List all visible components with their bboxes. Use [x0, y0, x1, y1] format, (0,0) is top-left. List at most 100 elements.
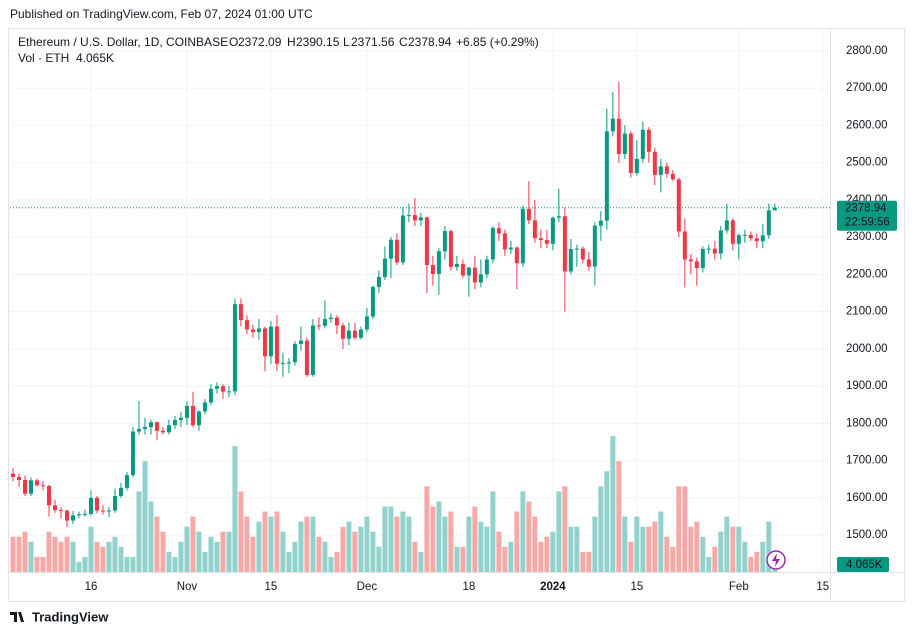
- candle-body: [364, 316, 369, 330]
- x-tick-label: Feb: [729, 581, 749, 593]
- candle-body: [328, 317, 333, 320]
- candle-body: [574, 248, 579, 250]
- volume-bar: [454, 546, 460, 572]
- volume-bar: [28, 541, 34, 572]
- candle-body: [28, 480, 33, 494]
- volume-bar: [724, 516, 730, 572]
- candle-body: [580, 248, 585, 260]
- volume-bar: [442, 516, 448, 572]
- candle-body: [142, 427, 147, 429]
- volume-bar: [364, 516, 370, 572]
- volume-bar: [460, 546, 466, 572]
- volume-bar: [550, 531, 556, 572]
- y-tick-label: 2100.00: [846, 306, 888, 318]
- candle-body: [628, 133, 633, 174]
- volume-bar: [244, 516, 250, 572]
- volume-bar: [250, 536, 256, 572]
- volume-bar: [10, 536, 16, 572]
- candle-body: [556, 216, 561, 218]
- candle-body: [484, 259, 489, 275]
- candle-body: [340, 325, 345, 339]
- x-tick-label: 18: [462, 581, 475, 593]
- alert-icon[interactable]: [766, 550, 786, 570]
- candle-body: [448, 231, 453, 267]
- candle-body: [178, 417, 183, 421]
- volume-bar: [94, 541, 100, 572]
- candle-body: [514, 247, 519, 264]
- volume-badge: [837, 557, 889, 572]
- volume-bar: [520, 491, 526, 572]
- last-price-label: 2378.94: [845, 203, 887, 215]
- candle-body: [760, 235, 765, 242]
- volume-bar: [184, 526, 190, 572]
- volume-bar: [88, 526, 94, 572]
- volume-bar: [178, 541, 184, 572]
- x-tick-label: 16: [85, 581, 98, 593]
- volume-bar: [316, 536, 322, 572]
- candle-body: [424, 217, 429, 266]
- candle-body: [622, 133, 627, 155]
- candle-body: [634, 158, 639, 174]
- volume-bar: [190, 516, 196, 572]
- candle-body: [184, 405, 189, 418]
- y-tick-label: 2500.00: [846, 157, 888, 169]
- volume-bar: [640, 526, 646, 572]
- volume-bar: [280, 531, 286, 572]
- volume-bar: [766, 521, 772, 572]
- x-tick-label: Nov: [177, 581, 198, 593]
- volume-bar: [544, 536, 550, 572]
- candle-body: [592, 225, 597, 267]
- candle-body: [256, 328, 261, 333]
- close-value: 2378.94: [408, 35, 452, 49]
- candle-body: [220, 386, 225, 392]
- candle-body: [646, 129, 651, 152]
- candle-body: [502, 233, 507, 250]
- candle-body: [382, 258, 387, 277]
- volume-bar: [142, 461, 148, 572]
- candle-body: [214, 386, 219, 389]
- candle-body: [658, 166, 663, 175]
- y-tick-label: 2600.00: [846, 119, 888, 131]
- volume-bar: [490, 491, 496, 572]
- candle-body: [400, 215, 405, 263]
- volume-bar: [64, 536, 70, 572]
- candle-body: [202, 402, 207, 412]
- volume-bar: [568, 526, 574, 572]
- candle-body: [586, 259, 591, 267]
- volume-bar: [682, 486, 688, 572]
- candle-body: [154, 422, 159, 431]
- candle-body: [454, 263, 459, 267]
- x-tick-label: Dec: [357, 581, 378, 593]
- candle-body: [772, 207, 777, 211]
- candle-body: [706, 248, 711, 250]
- candle-body: [70, 515, 75, 521]
- candle-body: [226, 391, 231, 393]
- o-label: O: [229, 35, 238, 49]
- x-tick-label: 15: [265, 581, 278, 593]
- volume-bar: [298, 521, 304, 572]
- candle-body: [436, 251, 441, 274]
- volume-bar: [586, 551, 592, 572]
- candle-body: [532, 220, 537, 239]
- candle-body: [346, 330, 351, 339]
- candle-body: [190, 405, 195, 426]
- volume-bar: [508, 541, 514, 572]
- volume-bar: [526, 501, 532, 572]
- volume-bar: [220, 531, 226, 572]
- candle-body: [748, 234, 753, 239]
- candle-body: [730, 220, 735, 244]
- volume-bar: [556, 491, 562, 572]
- volume-bar: [754, 551, 760, 572]
- volume-bar: [718, 531, 724, 572]
- volume-bar: [328, 556, 334, 572]
- volume-bar: [622, 516, 628, 572]
- volume-bar: [676, 486, 682, 572]
- volume-bar: [310, 516, 316, 572]
- volume-bar: [400, 511, 406, 572]
- h-label: H: [287, 35, 296, 49]
- candle-body: [82, 513, 87, 515]
- candle-body: [16, 477, 21, 480]
- volume-bar: [502, 546, 508, 572]
- candle-body: [124, 475, 129, 488]
- candle-body: [250, 329, 255, 333]
